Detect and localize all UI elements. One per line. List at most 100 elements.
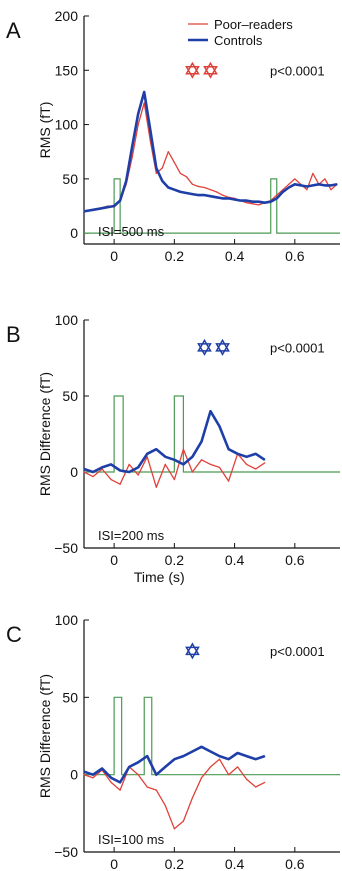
data-point (282, 191, 284, 193)
legend-label: Poor–readers (214, 17, 293, 32)
data-point (137, 466, 139, 469)
significance-star (185, 61, 200, 79)
data-point (92, 471, 94, 473)
data-point (197, 185, 200, 188)
data-point (146, 786, 148, 788)
data-point (227, 774, 230, 776)
data-point (167, 151, 169, 153)
data-point (270, 201, 272, 203)
data-point (255, 758, 257, 760)
data-point (255, 453, 257, 455)
y-tick-label: 50 (62, 171, 78, 187)
data-point (264, 202, 266, 204)
data-point (221, 194, 224, 196)
data-point (137, 761, 139, 763)
y-axis-label: RMS (fT) (37, 102, 53, 159)
panel-b: B −50 0 50 100 0 0.2 0.4 0.6 RMS Difference (fT) T… (6, 312, 340, 585)
data-point (95, 208, 97, 210)
data-point (264, 462, 266, 464)
data-point (203, 194, 206, 196)
data-point (101, 466, 103, 469)
data-point (227, 758, 230, 760)
data-point (185, 192, 187, 194)
panel-label: B (6, 322, 21, 347)
isi-annotation: ISI=100 ms (98, 832, 165, 847)
data-point (255, 786, 257, 788)
data-point (330, 184, 332, 186)
data-point (255, 468, 257, 470)
data-point (182, 463, 184, 465)
data-point (119, 483, 121, 485)
data-point (173, 758, 175, 760)
data-point (191, 193, 194, 195)
x-tick-label: 0 (110, 248, 118, 264)
data-point (128, 766, 130, 768)
data-point (246, 463, 248, 465)
significance-star (185, 642, 200, 660)
data-point (92, 475, 94, 478)
data-point (119, 781, 121, 784)
data-point (203, 186, 206, 189)
data-point (218, 755, 221, 757)
y-tick-label: −50 (54, 844, 78, 860)
data-point (149, 129, 151, 131)
data-point (182, 755, 184, 757)
data-point (294, 183, 296, 185)
data-point (252, 201, 254, 203)
data-point (101, 767, 103, 770)
data-point (306, 185, 308, 188)
data-point (312, 172, 314, 175)
data-point (246, 778, 248, 780)
panel-c: C −50 0 50 100 0 0.2 0.4 0.6 RMS Difference (fT) p… (6, 612, 340, 871)
data-point (221, 197, 224, 199)
y-tick-label: 0 (70, 464, 78, 480)
data-point (246, 199, 248, 202)
data-point (330, 189, 332, 191)
x-tick-label: 0.4 (225, 856, 245, 871)
y-tick-label: 200 (55, 8, 79, 24)
panel-label: A (6, 18, 21, 43)
data-point (137, 474, 139, 476)
panel-label: C (6, 622, 22, 647)
data-point (83, 468, 85, 470)
x-tick-label: 0.2 (165, 248, 185, 264)
x-tick-label: 0.6 (285, 552, 305, 568)
data-point (110, 479, 112, 481)
data-point (215, 191, 218, 193)
data-point (143, 91, 145, 93)
data-point (336, 183, 338, 185)
y-axis-label: RMS Difference (fT) (37, 674, 53, 798)
p-value: p<0.0001 (270, 340, 325, 355)
data-point (233, 198, 236, 201)
x-tick-label: 0.6 (285, 248, 305, 264)
data-point (209, 750, 212, 753)
data-point (264, 459, 266, 461)
data-point (119, 469, 121, 472)
data-point (209, 766, 212, 768)
data-point (191, 456, 194, 458)
series-line-controls (83, 90, 338, 213)
data-point (110, 463, 112, 465)
data-point (252, 203, 254, 205)
data-point (246, 755, 248, 757)
data-point (173, 828, 175, 830)
data-point (306, 189, 308, 191)
data-point (240, 199, 242, 202)
data-point (128, 463, 130, 465)
data-point (119, 789, 121, 791)
significance-star (197, 338, 212, 356)
data-point (191, 471, 194, 473)
data-point (131, 156, 133, 158)
data-point (288, 186, 290, 189)
data-point (200, 746, 203, 748)
data-point (182, 820, 184, 822)
data-point (128, 471, 130, 473)
stimulus-trace (84, 696, 340, 776)
data-point (324, 178, 326, 180)
data-point (288, 183, 290, 185)
data-point (83, 770, 85, 773)
panel-a: A 0 50 100 150 200 0 0.2 0.4 0.6 RMS (fT) p<0.0001 I… (6, 8, 340, 264)
data-point (200, 459, 203, 461)
data-point (179, 191, 181, 193)
